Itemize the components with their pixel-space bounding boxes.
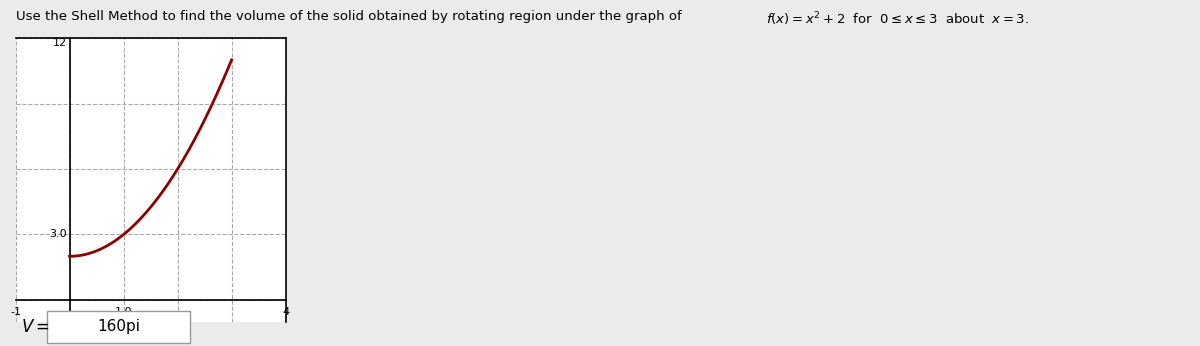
Text: $f(x) = x^2 + 2$  for  $0 \leq x \leq 3$  about  $x = 3$.: $f(x) = x^2 + 2$ for $0 \leq x \leq 3$ a… bbox=[766, 10, 1028, 28]
Text: 12: 12 bbox=[53, 38, 67, 48]
Text: 160pi: 160pi bbox=[97, 319, 140, 335]
Text: 1,0: 1,0 bbox=[115, 307, 132, 317]
Text: 3.0: 3.0 bbox=[49, 229, 67, 239]
FancyBboxPatch shape bbox=[47, 311, 190, 343]
Text: -1: -1 bbox=[56, 317, 67, 327]
Text: $V=$: $V=$ bbox=[20, 318, 49, 336]
Text: 4: 4 bbox=[282, 307, 289, 317]
Text: Use the Shell Method to find the volume of the solid obtained by rotating region: Use the Shell Method to find the volume … bbox=[16, 10, 690, 24]
Text: -1: -1 bbox=[10, 307, 22, 317]
